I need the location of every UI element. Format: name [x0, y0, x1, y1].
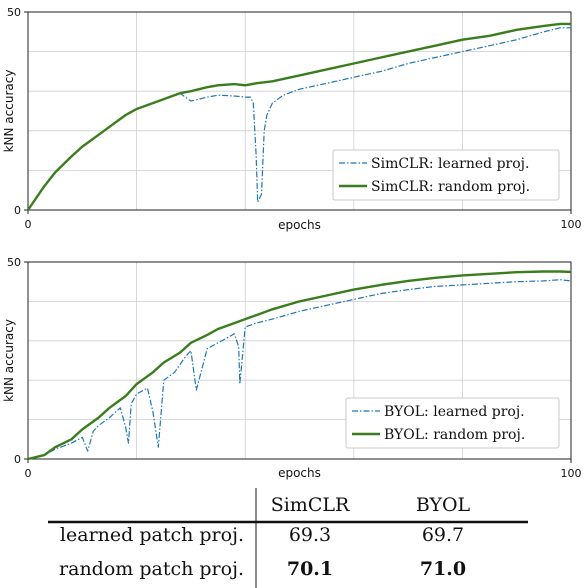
- legend-box: [332, 149, 560, 201]
- table-cell: 71.0: [420, 558, 466, 580]
- legend-label-1: BYOL: random proj.: [384, 427, 525, 443]
- x-axis-label: epochs: [278, 466, 321, 480]
- results-table: SimCLR BYOL learned patch proj. 69.3 69.7 ran…: [48, 488, 528, 588]
- chart-simclr: 0 100 0 50 epochs kNN accuracy SimCLR: learned…: [2, 6, 582, 232]
- plot-frame: [27, 261, 572, 460]
- series-line-1: [27, 270, 572, 461]
- table-header-cell: BYOL: [416, 494, 471, 516]
- legend: BYOL: learned proj. BYOL: random proj.: [345, 397, 560, 449]
- y-tick-label: 50: [7, 6, 21, 19]
- y-tick-label: 0: [14, 204, 21, 217]
- x-tick-label: 0: [25, 467, 32, 480]
- y-axis-label: kNN accuracy: [2, 319, 16, 402]
- y-tick-label: 0: [14, 453, 21, 466]
- legend-label-1: SimCLR: random proj.: [371, 179, 530, 195]
- series-line-1: [27, 22, 571, 211]
- y-axis-label: kNN accuracy: [2, 70, 16, 153]
- legend-box: [345, 397, 560, 449]
- table-row-label: random patch proj.: [59, 558, 244, 580]
- x-tick-label: 100: [561, 218, 582, 231]
- table-row-label: learned patch proj.: [60, 524, 244, 546]
- legend-label-0: BYOL: learned proj.: [384, 404, 525, 420]
- legend-label-0: SimCLR: learned proj.: [371, 156, 529, 172]
- table-cell: 70.1: [287, 558, 333, 580]
- table-cell: 69.7: [422, 524, 464, 546]
- y-tick-label: 50: [7, 256, 21, 269]
- table-cell: 69.3: [289, 524, 331, 546]
- chart-byol: 0 100 0 50 epochs kNN accuracy BYOL: learned p…: [2, 256, 582, 480]
- x-tick-label: 0: [25, 218, 32, 231]
- table-header-cell: SimCLR: [271, 494, 350, 516]
- series-line-0: [27, 279, 572, 460]
- x-tick-label: 100: [561, 467, 582, 480]
- grid: [28, 12, 571, 210]
- plot-frame: [27, 11, 572, 211]
- legend: SimCLR: learned proj. SimCLR: random proj…: [332, 149, 560, 201]
- x-axis-label: epochs: [278, 218, 321, 232]
